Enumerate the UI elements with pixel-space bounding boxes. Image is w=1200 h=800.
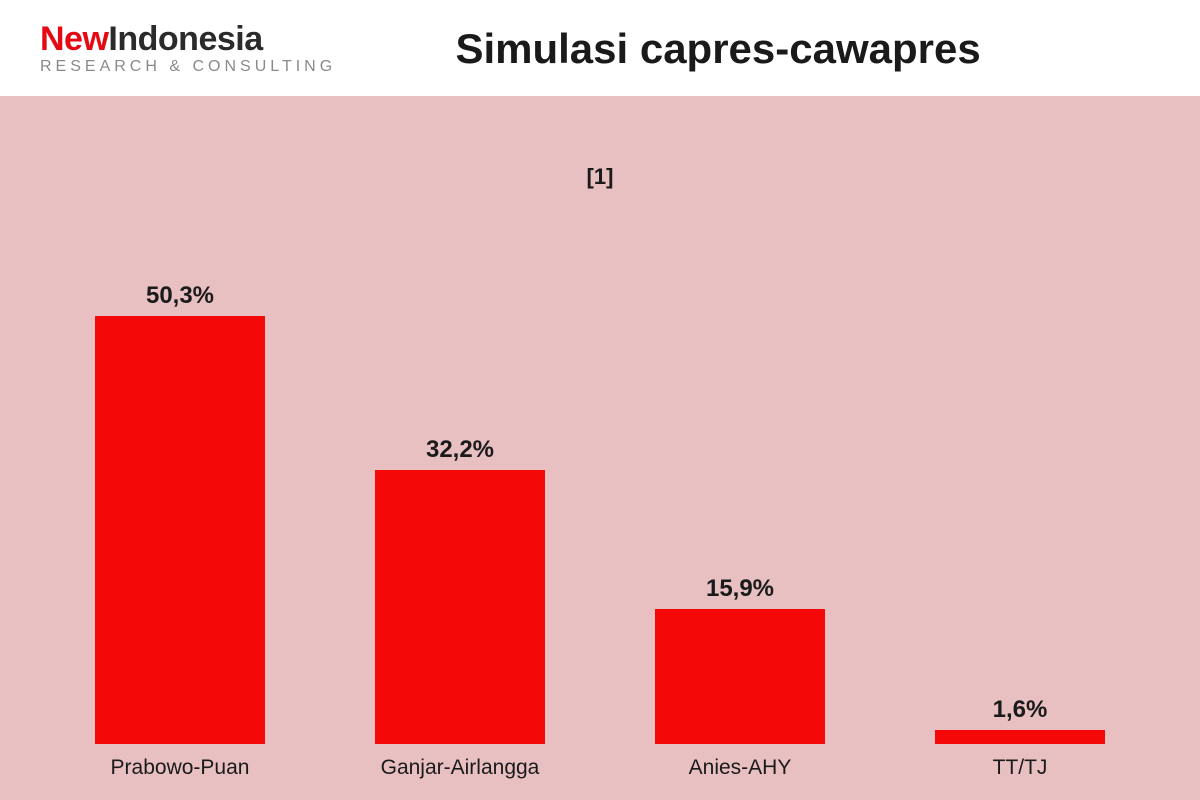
- bar-value-label: 15,9%: [706, 575, 774, 603]
- bar-value-label: 32,2%: [426, 436, 494, 464]
- x-axis-label: TT/TJ: [920, 756, 1120, 780]
- bar-rect: [95, 316, 265, 744]
- bar-column: 50,3%: [80, 282, 280, 744]
- brand-word2: Indonesia: [108, 20, 262, 58]
- bar-rect: [655, 609, 825, 744]
- brand-logo-sub: RESEARCH & CONSULTING: [40, 59, 336, 76]
- chart-note: [1]: [0, 164, 1200, 190]
- brand-word1: New: [40, 20, 108, 58]
- bars-container: 50,3% 32,2% 15,9% 1,6%: [0, 276, 1200, 744]
- x-axis-label: Ganjar-Airlangga: [360, 756, 560, 780]
- bar-column: 1,6%: [920, 696, 1120, 744]
- bar-column: 32,2%: [360, 436, 560, 744]
- bar-chart: [1] 50,3% 32,2% 15,9% 1,6% Prabowo-Puan Ganj…: [0, 96, 1200, 800]
- brand-logo: NewIndonesia RESEARCH & CONSULTING: [40, 22, 336, 76]
- bar-rect: [375, 470, 545, 744]
- header: NewIndonesia RESEARCH & CONSULTING Simul…: [0, 0, 1200, 96]
- bar-value-label: 50,3%: [146, 282, 214, 310]
- x-axis-label: Anies-AHY: [640, 756, 840, 780]
- page-title: Simulasi capres-cawapres: [336, 25, 1160, 73]
- x-axis-labels: Prabowo-Puan Ganjar-Airlangga Anies-AHY TT/…: [0, 756, 1200, 780]
- bar-value-label: 1,6%: [993, 696, 1048, 724]
- x-axis-label: Prabowo-Puan: [80, 756, 280, 780]
- bar-column: 15,9%: [640, 575, 840, 744]
- brand-logo-main: NewIndonesia: [40, 22, 336, 58]
- bar-rect: [935, 730, 1105, 744]
